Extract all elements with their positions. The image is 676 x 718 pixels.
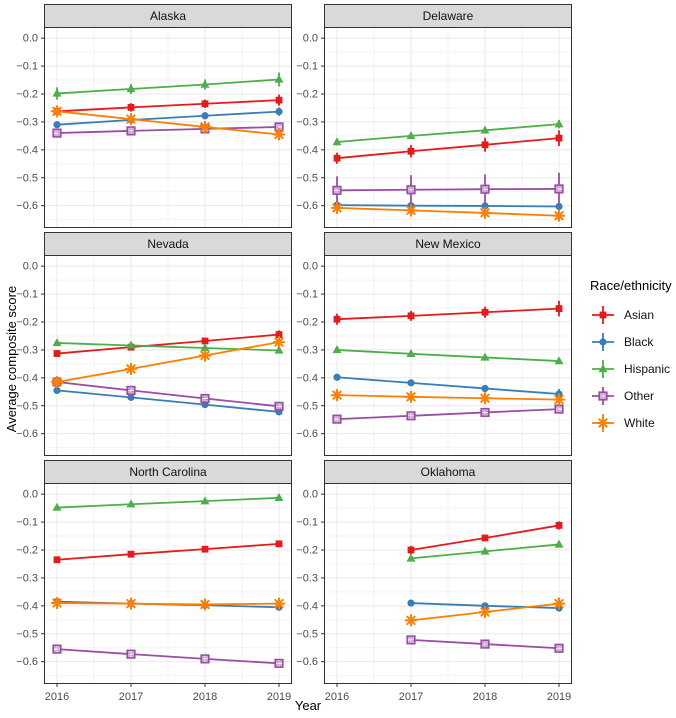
y-tick-label: 0.0 (23, 261, 38, 273)
y-tick-label: −0.5 (16, 172, 38, 184)
legend-label: Black (624, 334, 654, 349)
y-tick-label: −0.4 (296, 372, 318, 384)
facet-plot-nevada: 0.0 −0.1 −0.2 −0.3 −0.4 −0.5 −0.6 (16, 255, 292, 456)
y-tick-label: −0.3 (296, 116, 318, 128)
facet-title: Oklahoma (324, 460, 572, 484)
y-tick-label: −0.6 (16, 428, 38, 440)
x-tick-label: 2017 (399, 691, 423, 703)
y-tick-label: −0.4 (16, 372, 38, 384)
y-tick-label: −0.3 (16, 572, 38, 584)
legend: Race/ethnicity Asian Black Hispanic Other Wh… (590, 278, 676, 436)
y-tick-label: −0.4 (296, 600, 318, 612)
y-tick-label: −0.3 (296, 572, 318, 584)
y-tick-label: −0.2 (296, 317, 318, 329)
y-tick-label: −0.5 (16, 400, 38, 412)
facet-title: North Carolina (44, 460, 292, 484)
y-tick-label: −0.5 (16, 628, 38, 640)
y-tick-label: −0.1 (296, 61, 318, 73)
y-tick-label: 0.0 (23, 33, 38, 45)
facet-panel-new-mexico: New Mexico 0.0 −0.1 −0.2 −0.3 −0.4 −0.5 −0.6 (280, 232, 572, 456)
triangle-legend-icon (592, 359, 614, 378)
y-tick-label: −0.6 (296, 200, 318, 212)
y-tick-label: −0.1 (16, 289, 38, 301)
legend-items: Asian Black Hispanic Other White (590, 301, 676, 436)
legend-label: Other (624, 388, 655, 403)
y-tick-label: −0.6 (16, 200, 38, 212)
y-tick-label: −0.5 (296, 172, 318, 184)
facet-plot-delaware: 0.0 −0.1 −0.2 −0.3 −0.4 −0.5 −0.6 (296, 27, 572, 228)
y-tick-label: 0.0 (303, 261, 318, 273)
legend-label: Asian (624, 307, 655, 322)
y-tick-label: −0.4 (16, 144, 38, 156)
y-tick-label: −0.1 (16, 517, 38, 529)
y-tick-label: −0.2 (16, 545, 38, 557)
legend-item-other: Other (590, 382, 676, 409)
y-tick-label: −0.3 (296, 344, 318, 356)
y-tick-label: −0.1 (296, 517, 318, 529)
x-tick-label: 2018 (193, 691, 217, 703)
legend-item-hispanic: Hispanic (590, 355, 676, 382)
facet-panel-north-carolina: North Carolina 0.0 −0.1 −0.2 −0.3 −0.4 −0.5 −0.… (0, 460, 292, 706)
facet-panel-nevada: Nevada 0.0 −0.1 −0.2 −0.3 −0.4 −0.5 −0.6 (0, 232, 292, 456)
x-axis-title: Year (294, 698, 322, 713)
legend-label: Hispanic (624, 361, 671, 376)
y-tick-label: −0.5 (296, 628, 318, 640)
facet-title: Delaware (324, 4, 572, 28)
x-tick-label: 2019 (267, 691, 291, 703)
facet-title: Alaska (44, 4, 292, 28)
legend-title: Race/ethnicity (590, 278, 672, 293)
x-tick-label: 2016 (325, 691, 349, 703)
y-tick-label: −0.4 (296, 144, 318, 156)
legend-item-white: White (590, 409, 676, 436)
y-tick-label: −0.3 (16, 116, 38, 128)
facet-panel-delaware: Delaware 0.0 −0.1 −0.2 −0.3 −0.4 −0.5 −0.6 (280, 4, 572, 228)
facet-title: Nevada (44, 232, 292, 256)
y-tick-label: −0.2 (16, 89, 38, 101)
facet-panel-oklahoma: Oklahoma 0.0 −0.1 −0.2 −0.3 −0.4 −0.5 −0.6 2016 2… (280, 460, 572, 706)
x-tick-label: 2018 (473, 691, 497, 703)
facet-panel-alaska: Alaska 0.0 −0.1 −0.2 −0.3 −0.4 −0.5 −0.6 (0, 4, 292, 228)
y-tick-label: −0.2 (16, 317, 38, 329)
facet-plot-new-mexico: 0.0 −0.1 −0.2 −0.3 −0.4 −0.5 −0.6 (296, 255, 572, 456)
y-tick-label: −0.3 (16, 344, 38, 356)
y-tick-label: 0.0 (303, 489, 318, 501)
facet-plot-alaska: 0.0 −0.1 −0.2 −0.3 −0.4 −0.5 −0.6 (16, 27, 292, 228)
y-tick-label: 0.0 (303, 33, 318, 45)
y-tick-label: 0.0 (23, 489, 38, 501)
x-tick-label: 2019 (547, 691, 571, 703)
square-plus-legend-icon (592, 386, 614, 405)
x-tick-label: 2017 (119, 691, 143, 703)
y-tick-label: −0.4 (16, 600, 38, 612)
y-tick-label: −0.6 (16, 656, 38, 668)
y-tick-label: −0.6 (296, 428, 318, 440)
legend-label: White (624, 415, 655, 430)
legend-item-asian: Asian (590, 301, 676, 328)
y-tick-label: −0.5 (296, 400, 318, 412)
facet-title: New Mexico (324, 232, 572, 256)
y-tick-label: −0.2 (296, 545, 318, 557)
y-tick-label: −0.6 (296, 656, 318, 668)
facet-plot-oklahoma: 0.0 −0.1 −0.2 −0.3 −0.4 −0.5 −0.6 2016 2017 2018 2… (296, 483, 572, 703)
x-tick-label: 2016 (45, 691, 69, 703)
y-tick-label: −0.1 (296, 289, 318, 301)
y-tick-label: −0.2 (296, 89, 318, 101)
square-legend-icon (592, 305, 614, 324)
circle-legend-icon (592, 332, 614, 351)
asterisk-legend-icon (592, 413, 614, 432)
facet-plot-north-carolina: 0.0 −0.1 −0.2 −0.3 −0.4 −0.5 −0.6 2016 2017 2018 2… (16, 483, 292, 703)
y-tick-label: −0.1 (16, 61, 38, 73)
legend-item-black: Black (590, 328, 676, 355)
